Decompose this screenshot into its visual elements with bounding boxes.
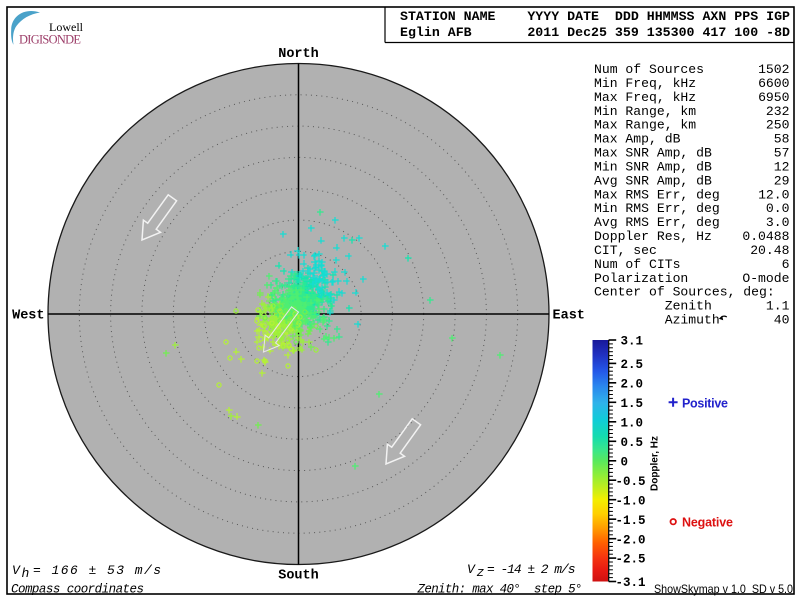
svg-text:North: North xyxy=(278,47,319,62)
svg-text:CIT, sec: CIT, sec xyxy=(594,243,657,258)
svg-text:Min SNR Amp, dB: Min SNR Amp, dB xyxy=(594,159,712,174)
svg-text:Doppler Res, Hz: Doppler Res, Hz xyxy=(594,229,712,244)
svg-text:12.0: 12.0 xyxy=(758,187,790,202)
svg-text:Zenith: max 40° step 5°: Zenith: max 40° step 5° xyxy=(417,583,583,597)
svg-text:East: East xyxy=(553,309,585,324)
svg-text:Compass coordinates: Compass coordinates xyxy=(11,583,144,597)
svg-text:3.1: 3.1 xyxy=(621,335,644,349)
svg-text:Polarization: Polarization xyxy=(594,271,688,286)
svg-text:1.0: 1.0 xyxy=(621,416,644,430)
svg-text:Min RMS Err, deg: Min RMS Err, deg xyxy=(594,201,720,216)
svg-text:-2.5: -2.5 xyxy=(616,553,646,567)
svg-text:z: z xyxy=(477,565,485,580)
svg-text:Min Freq, kHz: Min Freq, kHz xyxy=(594,76,696,91)
svg-text:= 166 ± 53 m/s: = 166 ± 53 m/s xyxy=(33,563,161,578)
svg-text:Avg SNR Amp, dB: Avg SNR Amp, dB xyxy=(594,173,712,188)
svg-text:V: V xyxy=(467,562,476,577)
svg-text:1502: 1502 xyxy=(758,62,789,77)
svg-text:0: 0 xyxy=(621,455,629,469)
svg-text:-1.0: -1.0 xyxy=(616,494,646,508)
svg-text:1.5: 1.5 xyxy=(621,397,644,411)
svg-text:Min Range, km: Min Range, km xyxy=(594,104,696,119)
svg-text:Max SNR Amp, dB: Max SNR Amp, dB xyxy=(594,146,712,161)
svg-text:0.0: 0.0 xyxy=(766,201,790,216)
svg-text:2.0: 2.0 xyxy=(621,377,644,391)
svg-text:= -14 ± 2 m/s: = -14 ± 2 m/s xyxy=(487,562,576,577)
svg-text:Negative: Negative xyxy=(682,515,733,529)
svg-text:South: South xyxy=(278,569,319,584)
svg-text:West: West xyxy=(12,309,44,324)
svg-text:Lowell: Lowell xyxy=(49,20,84,34)
svg-text:Doppler, Hz: Doppler, Hz xyxy=(650,436,661,491)
svg-text:Positive: Positive xyxy=(682,396,728,410)
svg-text:0.0488: 0.0488 xyxy=(742,229,789,244)
svg-text:58: 58 xyxy=(774,132,790,147)
svg-text:0.5: 0.5 xyxy=(621,436,644,450)
svg-text:Num of Sources: Num of Sources xyxy=(594,62,704,77)
svg-text:6600: 6600 xyxy=(758,76,790,91)
svg-text:Max RMS Err, deg: Max RMS Err, deg xyxy=(594,187,720,202)
svg-text:2.5: 2.5 xyxy=(621,358,644,372)
svg-text:3.0: 3.0 xyxy=(766,215,790,230)
svg-text:1.1: 1.1 xyxy=(766,299,790,314)
svg-text:57: 57 xyxy=(774,146,790,161)
svg-text:29: 29 xyxy=(774,173,790,188)
svg-text:h: h xyxy=(22,566,30,581)
svg-text:O-mode: O-mode xyxy=(742,271,789,286)
svg-text:ShowSkymap v 1.0 SD v 5.0: ShowSkymap v 1.0 SD v 5.0 xyxy=(654,582,793,596)
svg-text:Max Amp, dB: Max Amp, dB xyxy=(594,132,681,147)
svg-text:20.48: 20.48 xyxy=(750,243,789,258)
svg-text:Center of Sources, deg:: Center of Sources, deg: xyxy=(594,285,775,300)
svg-text:Max Freq, kHz: Max Freq, kHz xyxy=(594,90,696,105)
svg-text:V: V xyxy=(12,563,21,578)
svg-text:DIGISONDE: DIGISONDE xyxy=(19,33,81,47)
svg-text:6: 6 xyxy=(782,257,790,272)
svg-text:Max Range, km: Max Range, km xyxy=(594,118,696,133)
svg-text:-0.5: -0.5 xyxy=(616,475,646,489)
svg-text:6950: 6950 xyxy=(758,90,790,105)
svg-text:STATION NAME YYYY DATE DDD: STATION NAME YYYY DATE DDD HHMMSS AXN PP… xyxy=(400,9,790,24)
svg-text:-2.0: -2.0 xyxy=(616,533,646,547)
svg-text:Azimuth: Azimuth xyxy=(594,313,720,328)
svg-text:Zenith: Zenith xyxy=(594,299,712,314)
svg-text:12: 12 xyxy=(774,159,790,174)
svg-text:-3.1: -3.1 xyxy=(616,576,646,590)
svg-text:250: 250 xyxy=(766,118,790,133)
svg-text:Num of CITs: Num of CITs xyxy=(594,257,680,272)
svg-text:Eglin AFB 2011 Dec25 359: Eglin AFB 2011 Dec25 359 135300 417 100 … xyxy=(400,25,790,40)
svg-text:40: 40 xyxy=(774,313,790,328)
svg-text:232: 232 xyxy=(766,104,790,119)
svg-text:-1.5: -1.5 xyxy=(616,514,646,528)
svg-text:Avg RMS Err, deg: Avg RMS Err, deg xyxy=(594,215,720,230)
